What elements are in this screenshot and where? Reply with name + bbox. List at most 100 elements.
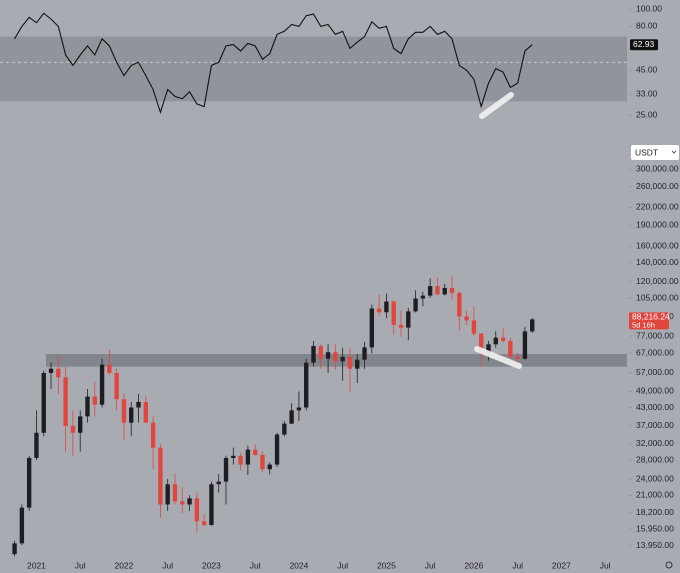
candle-body xyxy=(406,311,411,328)
y-tick-label: 18,200.00 xyxy=(636,507,674,517)
y-tick-label: 120,000.00 xyxy=(636,276,679,286)
y-tick-label: 25.00 xyxy=(636,109,658,119)
candle-body xyxy=(165,484,170,505)
current-value-box xyxy=(630,39,658,51)
y-tick-label: 45.00 xyxy=(636,65,658,75)
rsi-band xyxy=(0,36,627,102)
settings-icon[interactable] xyxy=(665,561,673,569)
candle-body xyxy=(457,292,462,317)
candle-body xyxy=(471,320,477,334)
candle-body xyxy=(245,449,251,465)
candle-body xyxy=(274,434,280,465)
candle-body xyxy=(121,399,127,423)
x-tick-label: 2022 xyxy=(114,560,133,570)
x-tick-label: 2025 xyxy=(377,560,396,570)
candle-body xyxy=(19,507,25,544)
x-tick-label: Jul xyxy=(162,560,173,570)
candle-body xyxy=(129,407,134,423)
y-tick-label: 190,000.00 xyxy=(636,220,679,230)
candle-body xyxy=(478,333,484,354)
candle-body xyxy=(143,401,149,423)
candle-body xyxy=(376,308,382,313)
x-tick-label: Jul xyxy=(512,560,523,570)
candle-body xyxy=(252,449,258,455)
x-tick-label: Jul xyxy=(250,560,261,570)
y-tick-label: 33.00 xyxy=(636,88,658,98)
candle-body xyxy=(282,423,287,435)
candle-body xyxy=(333,352,338,362)
y-tick-label: 43,000.00 xyxy=(636,402,674,412)
x-tick-label: 2023 xyxy=(202,560,221,570)
candle-body xyxy=(223,457,229,482)
x-tick-label: 2026 xyxy=(464,560,483,570)
last-price-label: 88,216.24 xyxy=(632,312,670,322)
candle-body xyxy=(493,337,498,345)
labels-layer: 100.00 80.00 45.00 33.00 25.00 62.93 300,000.0… xyxy=(27,4,679,571)
candle-body xyxy=(486,344,491,354)
candle-body xyxy=(420,295,426,299)
candle-body xyxy=(34,432,39,458)
y-tick-label: 57,000.00 xyxy=(636,367,674,377)
candle-body xyxy=(304,362,309,408)
candle-body xyxy=(355,359,360,369)
candle-body xyxy=(515,356,520,359)
y-tick-label: 260,000.00 xyxy=(636,181,679,191)
currency-label: USDT xyxy=(635,147,658,157)
current-value-label: 62.93 xyxy=(633,39,655,49)
candle-body xyxy=(216,481,221,485)
candle-body xyxy=(500,337,506,341)
candle-body xyxy=(318,346,323,359)
marks-layer xyxy=(12,12,535,557)
candle-body xyxy=(442,287,447,295)
candle-body xyxy=(362,347,367,360)
y-tick-label: 24,000.00 xyxy=(636,473,674,483)
highlight-stroke xyxy=(479,92,514,119)
y-tick-label: 140,000.00 xyxy=(636,257,679,267)
y-tick-label: 105,000.00 xyxy=(636,292,679,302)
candle-body xyxy=(260,454,265,470)
y-tick-label: 67,000.00 xyxy=(636,347,674,357)
candle-body xyxy=(289,410,294,424)
candle-body xyxy=(464,316,469,321)
candle-body xyxy=(209,484,214,525)
last-price-box xyxy=(629,312,669,330)
x-tick-label: 2027 xyxy=(552,560,571,570)
candle-body xyxy=(311,346,316,363)
candle-body xyxy=(114,372,119,400)
currency-dropdown[interactable] xyxy=(631,145,679,160)
candle-body xyxy=(136,401,141,408)
candle-body xyxy=(85,396,90,417)
candle-body xyxy=(391,301,396,325)
candle-body xyxy=(296,407,302,411)
candle-body xyxy=(107,364,112,373)
candle-body xyxy=(398,324,404,328)
candle-body xyxy=(530,319,535,332)
y-tick-label: 15,950.00 xyxy=(636,523,674,533)
candle-body xyxy=(340,356,345,362)
x-tick-label: Jul xyxy=(425,560,436,570)
dropdown-arrow xyxy=(671,150,677,154)
x-tick-label: Jul xyxy=(75,560,86,570)
candle-body xyxy=(384,301,389,313)
highlight-stroke xyxy=(474,346,522,369)
candle-body xyxy=(413,298,418,312)
candle-body xyxy=(238,455,243,465)
y-tick-label: 28,000.00 xyxy=(636,454,674,464)
y-tick-label: 13,950.00 xyxy=(636,540,674,550)
candle-body xyxy=(201,521,207,525)
candle-body xyxy=(369,308,375,348)
y-tick-label: 100.00 xyxy=(636,4,662,14)
candle-body xyxy=(63,377,68,426)
x-tick-label: Jul xyxy=(600,560,611,570)
y-tick-label: 80.00 xyxy=(636,21,658,31)
candle-body xyxy=(180,501,185,505)
candle-body xyxy=(26,457,32,508)
candle-body xyxy=(427,286,433,296)
candle-body xyxy=(70,425,76,433)
y-tick-label: 220,000.00 xyxy=(636,202,679,212)
y-tick-label: 21,000.00 xyxy=(636,490,674,500)
background-layer xyxy=(0,9,632,546)
y-tick-label: 160,000.00 xyxy=(636,241,679,251)
candle-body xyxy=(48,368,54,373)
x-tick-label: Jul xyxy=(337,560,348,570)
